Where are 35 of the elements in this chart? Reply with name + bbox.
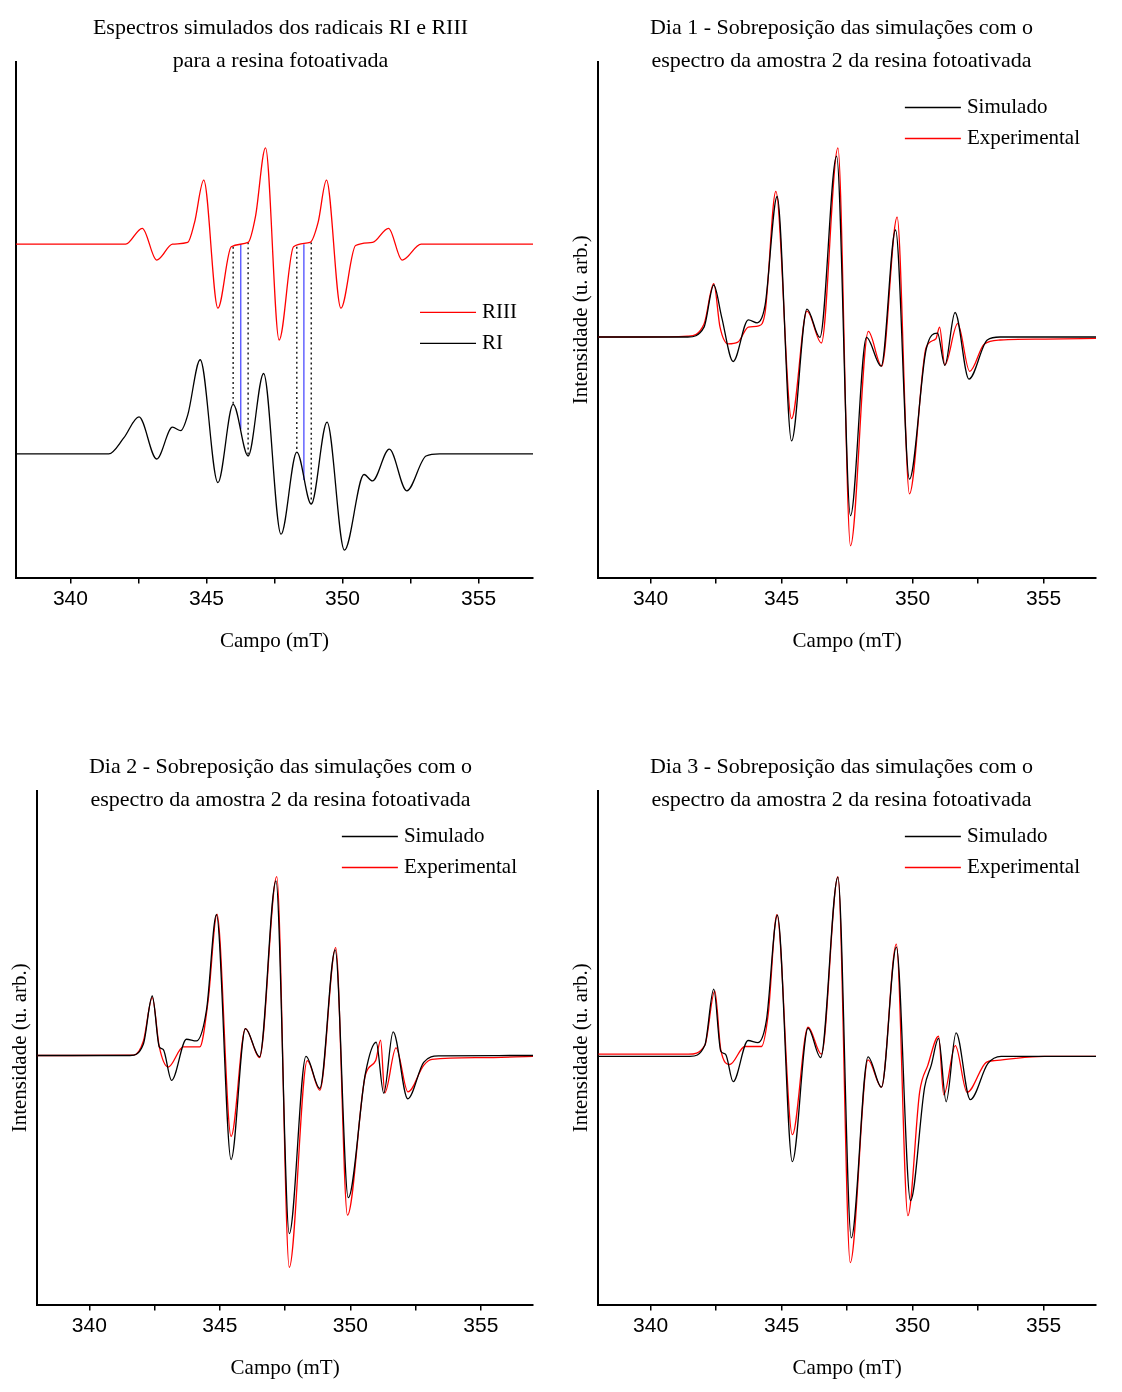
y-axis-title: Intensidade (u. arb.) [7,963,32,1133]
x-axis-title: Campo (mT) [792,1354,902,1379]
x-tick-label: 350 [332,1313,368,1336]
legend-label: Simulado [966,94,1048,119]
chart-title: Espectros simulados dos radicais RI e RIII para a resina fotoativada [91,13,470,74]
legend-label: Experimental [966,125,1081,150]
legend-label: Experimental [966,854,1081,879]
x-axis-title: Campo (mT) [230,1354,340,1379]
x-tick-label: 340 [71,1313,107,1336]
legend-label: RIII [482,298,518,323]
x-tick-label: 350 [895,1313,931,1336]
x-axis-title: Campo (mT) [219,627,330,652]
x-tick-label: 345 [188,586,224,609]
chart-title: Dia 2 - Sobreposição das simulações com o espectro da amostra 2 da resina fotoativada [87,752,474,813]
chart-title: Dia 3 - Sobreposição das simulações com o espectro da amostra 2 da resina fotoativada [648,752,1035,813]
y-axis-title: Intensidade (u. arb.) [568,963,593,1133]
x-tick-label: 340 [633,586,669,609]
x-tick-label: 345 [202,1313,238,1336]
x-tick-label: 340 [52,586,88,609]
legend-label: Simulado [403,823,485,848]
legend-label: RI [482,329,504,354]
y-axis-title: Intensidade (u. arb.) [568,235,593,405]
x-tick-label: 355 [463,1313,499,1336]
legend-label: Simulado [966,823,1048,848]
x-tick-label: 345 [764,1313,800,1336]
chart-title: Dia 1 - Sobreposição das simulações com o espectro da amostra 2 da resina fotoativada [648,13,1035,74]
x-tick-label: 355 [1026,586,1062,609]
x-tick-label: 355 [1026,1313,1062,1336]
legend-label: Experimental [403,854,518,879]
x-tick-label: 355 [461,586,497,609]
x-axis-title: Campo (mT) [792,627,902,652]
x-tick-label: 350 [895,586,931,609]
x-tick-label: 350 [325,586,361,609]
x-tick-label: 340 [633,1313,669,1336]
x-tick-label: 345 [764,586,800,609]
